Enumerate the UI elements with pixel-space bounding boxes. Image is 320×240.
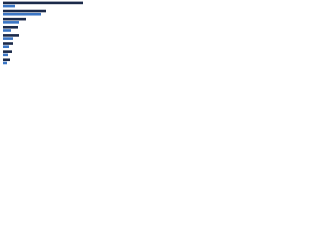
bar [3, 1, 83, 5]
bar [3, 29, 11, 32]
bar [3, 21, 19, 24]
bar [3, 53, 8, 57]
bar [3, 9, 46, 13]
bar [3, 42, 13, 45]
chart [3, 1, 83, 65]
bar [3, 34, 19, 37]
bar [3, 37, 13, 40]
bar [3, 61, 7, 65]
bar [3, 17, 26, 21]
bar [3, 45, 9, 49]
bar [3, 25, 18, 29]
bar [3, 12, 41, 16]
page: {"chart_data": {"type": "bar", "orientat… [0, 0, 320, 71]
bar [3, 50, 12, 53]
bar [3, 4, 15, 8]
bar [3, 58, 10, 62]
